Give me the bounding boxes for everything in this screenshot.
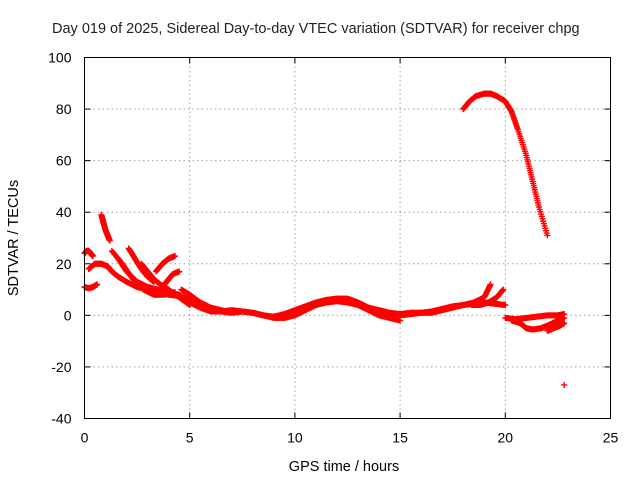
- y-tick-label: 0: [64, 307, 72, 323]
- data-points: [81, 90, 568, 388]
- series-arc-4: [98, 211, 113, 244]
- series-arc-13: [468, 286, 507, 309]
- data-point: [397, 317, 404, 324]
- data-point: [500, 286, 507, 293]
- data-point: [502, 302, 509, 309]
- y-tick-label: 80: [56, 101, 72, 117]
- data-point: [171, 253, 178, 260]
- series-arc-10: [161, 268, 183, 288]
- plot-frame: [84, 57, 611, 419]
- data-point: [561, 381, 568, 388]
- data-point: [106, 237, 113, 244]
- x-tick-label: 5: [186, 430, 194, 446]
- series-arc-16: [508, 314, 568, 333]
- y-tick-labels: -40 -20 0 20 40 60 80 100: [48, 50, 72, 427]
- series-arc-9: [153, 253, 178, 275]
- x-tick-label: 15: [392, 430, 408, 446]
- series-arc-17: [544, 320, 568, 334]
- data-point: [186, 302, 193, 309]
- chart-title: Day 019 of 2025, Sidereal Day-to-day VTE…: [52, 21, 580, 37]
- y-tick-label: 100: [48, 50, 72, 66]
- series-arc-11: [178, 286, 404, 324]
- data-point: [176, 268, 183, 275]
- x-tick-label: 20: [498, 430, 514, 446]
- y-tick-label: -40: [51, 411, 71, 427]
- data-point: [89, 253, 96, 260]
- data-point: [94, 281, 101, 288]
- data-point: [544, 232, 551, 239]
- x-tick-label: 10: [287, 430, 303, 446]
- data-point: [487, 281, 494, 288]
- y-tick-label: 60: [56, 153, 72, 169]
- x-tick-label: 0: [81, 430, 89, 446]
- series-arc-1: [81, 247, 96, 260]
- data-point: [561, 320, 568, 327]
- y-tick-label: -20: [51, 359, 71, 375]
- series-outlier: [561, 381, 568, 388]
- series-arc-14: [460, 90, 551, 239]
- x-tick-labels: 0 5 10 15 20 25: [81, 430, 619, 446]
- x-tick-label: 25: [603, 430, 619, 446]
- y-tick-label: 40: [56, 204, 72, 220]
- x-axis-label: GPS time / hours: [289, 459, 399, 475]
- y-tick-label: 20: [56, 256, 72, 272]
- data-point: [561, 314, 568, 321]
- y-axis-label: SDTVAR / TECUs: [6, 180, 22, 296]
- grid: [84, 57, 611, 419]
